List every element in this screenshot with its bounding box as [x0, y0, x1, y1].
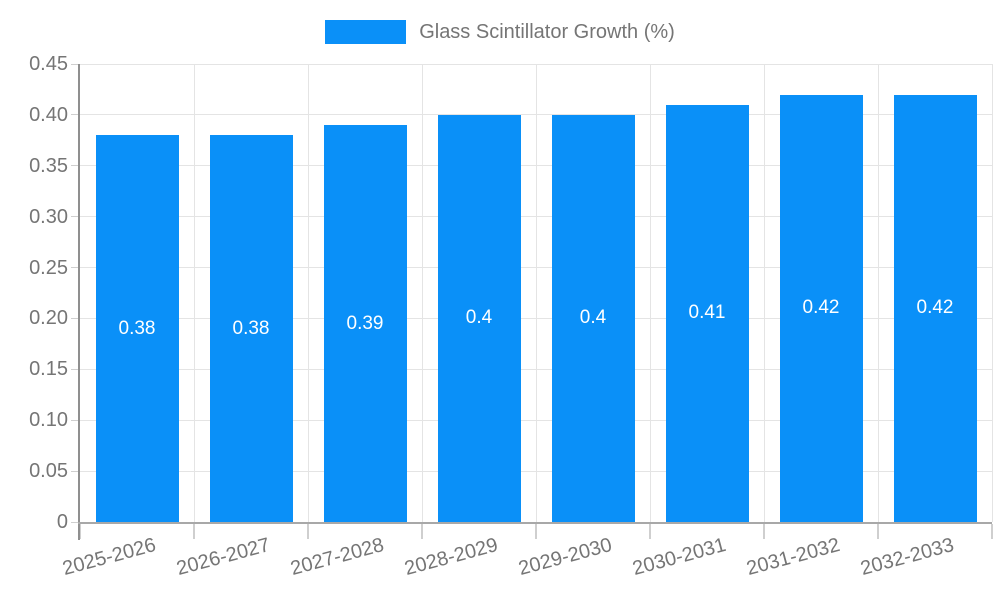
x-axis-label: 2025-2026: [60, 534, 159, 581]
y-axis-label: 0.40: [29, 103, 68, 126]
y-axis-label: 0.10: [29, 409, 68, 432]
x-axis-label: 2027-2028: [288, 534, 387, 581]
x-axis-label: 2032-2033: [858, 534, 957, 581]
x-axis-tick: [421, 524, 423, 539]
y-axis-tick: [71, 521, 80, 523]
x-axis-tick: [535, 524, 537, 539]
legend-label: Glass Scintillator Growth (%): [419, 20, 675, 43]
y-axis-label: 0.15: [29, 358, 68, 381]
x-axis-tick: [763, 524, 765, 539]
y-axis-tick: [71, 114, 80, 116]
y-axis-label: 0.30: [29, 205, 68, 228]
y-axis-label: 0.45: [29, 53, 68, 75]
bar[interactable]: [665, 104, 749, 522]
x-axis-line: [78, 522, 992, 524]
y-axis-label: 0: [56, 511, 68, 533]
bar[interactable]: [893, 94, 977, 522]
x-axis-label: 2029-2030: [516, 534, 615, 581]
x-axis-tick: [649, 524, 651, 539]
v-gridline: [877, 64, 879, 522]
y-axis-label: 0.25: [29, 256, 68, 279]
x-axis-label: 2026-2027: [174, 534, 273, 581]
bar-value-label: 0.39: [346, 312, 384, 334]
bar-value-label: 0.4: [579, 307, 607, 329]
y-axis-label: 0.35: [29, 154, 68, 177]
x-axis-tick: [79, 524, 81, 539]
legend[interactable]: Glass Scintillator Growth (%): [0, 19, 1000, 45]
v-gridline: [193, 64, 195, 522]
bar-value-label: 0.38: [118, 317, 156, 339]
x-axis-tick: [193, 524, 195, 539]
v-gridline: [991, 64, 993, 522]
x-axis-tick: [877, 524, 879, 539]
y-axis-tick: [71, 165, 80, 167]
x-axis-tick: [991, 524, 993, 539]
y-axis-tick: [71, 317, 80, 319]
bar-value-label: 0.41: [688, 302, 726, 324]
bar[interactable]: [551, 114, 635, 522]
y-axis-tick: [71, 470, 80, 472]
bar[interactable]: [437, 114, 521, 522]
v-gridline: [649, 64, 651, 522]
y-axis-tick: [71, 63, 80, 65]
bar-value-label: 0.42: [802, 297, 840, 319]
y-axis-tick: [71, 368, 80, 370]
y-axis-line: [78, 64, 80, 540]
legend-swatch-icon: [325, 20, 407, 44]
bar[interactable]: [209, 135, 293, 522]
bar[interactable]: [95, 135, 179, 522]
x-axis-label: 2028-2029: [402, 534, 501, 581]
v-gridline: [307, 64, 309, 522]
bar-value-label: 0.4: [465, 307, 493, 329]
y-axis-label: 0.20: [29, 307, 68, 330]
v-gridline: [421, 64, 423, 522]
x-axis-tick: [307, 524, 309, 539]
x-axis-label: 2030-2031: [630, 534, 729, 581]
x-axis-label: 2031-2032: [744, 534, 843, 581]
bar[interactable]: [323, 125, 407, 522]
y-axis-tick: [71, 216, 80, 218]
y-axis-tick: [71, 267, 80, 269]
y-axis-label: 0.05: [29, 460, 68, 483]
bar-value-label: 0.42: [916, 297, 954, 319]
v-gridline: [763, 64, 765, 522]
bar-value-label: 0.38: [232, 317, 270, 339]
v-gridline: [535, 64, 537, 522]
bar[interactable]: [779, 94, 863, 522]
y-axis-tick: [71, 419, 80, 421]
